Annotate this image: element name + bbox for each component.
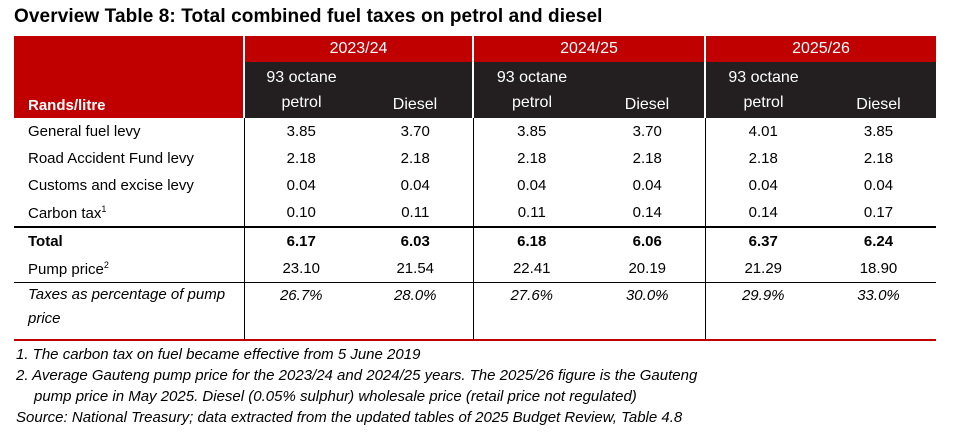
table-cell: 6.06 bbox=[590, 226, 705, 255]
table-cell: 20.19 bbox=[628, 260, 667, 277]
header-blank-cell bbox=[14, 36, 244, 62]
petrol-header: 93 octane petrol bbox=[243, 62, 358, 118]
row-label: Total bbox=[14, 226, 244, 255]
table-cell: 29.9% bbox=[704, 282, 821, 341]
table-cell: 0.14 bbox=[704, 199, 821, 227]
footnote-2-continued: pump price in May 2025. Diesel (0.05% su… bbox=[34, 388, 637, 405]
table-cell: 2.18 bbox=[632, 150, 662, 167]
table-cell: 33.0% bbox=[821, 282, 936, 341]
table-row: Carbon tax1 0.10 0.11 0.11 0.14 0.14 0.1… bbox=[14, 199, 936, 227]
source-note: Source: National Treasury; data extracte… bbox=[16, 409, 683, 426]
table-cell: 3.85 bbox=[863, 123, 894, 140]
table-cell: 0.10 bbox=[243, 199, 358, 227]
table-cell: 6.18 bbox=[472, 226, 590, 255]
table-title: Overview Table 8: Total combined fuel ta… bbox=[14, 6, 603, 27]
table-cell: 3.85 bbox=[243, 118, 358, 145]
footnote-2: 2. Average Gauteng pump price for the 20… bbox=[16, 367, 698, 384]
row-label: Pump price2 bbox=[28, 259, 109, 278]
table-row: General fuel levy 3.85 3.70 3.85 3.70 4.… bbox=[14, 118, 936, 145]
table-cell: 0.04 bbox=[400, 177, 430, 194]
table-cell: 6.24 bbox=[821, 226, 936, 255]
total-row: Total 6.17 6.03 6.18 6.06 6.37 6.24 bbox=[14, 226, 936, 255]
year-header-2023-24: 2023/24 bbox=[243, 36, 473, 62]
rands-per-litre-label: Rands/litre bbox=[14, 62, 244, 118]
row-label: Taxes as percentage of pump price bbox=[14, 282, 244, 341]
table-cell: 0.17 bbox=[863, 204, 894, 221]
row-label: Road Accident Fund levy bbox=[28, 150, 194, 167]
year-header-2025-26: 2025/26 bbox=[704, 36, 936, 62]
table-row: Customs and excise levy 0.04 0.04 0.04 0… bbox=[14, 172, 936, 199]
table-cell: 2.18 bbox=[704, 145, 821, 172]
table-cell: 0.04 bbox=[863, 177, 894, 194]
year-header-2024-25: 2024/25 bbox=[472, 36, 705, 62]
table-cell: 0.04 bbox=[632, 177, 662, 194]
table-cell: 0.11 bbox=[401, 204, 430, 221]
row-label: Customs and excise levy bbox=[28, 177, 194, 194]
table-cell: 6.03 bbox=[358, 226, 473, 255]
diesel-header: Diesel bbox=[358, 62, 473, 118]
percentage-row: Taxes as percentage of pump price 26.7% … bbox=[14, 282, 936, 341]
table-cell: 23.10 bbox=[243, 255, 358, 283]
fuel-tax-table: 2023/24 2024/25 2025/26 Rands/litre 93 o… bbox=[14, 36, 936, 341]
table-cell: 3.70 bbox=[632, 123, 662, 140]
table-cell: 21.54 bbox=[396, 260, 435, 277]
table-cell: 0.14 bbox=[632, 204, 662, 221]
table-cell: 6.17 bbox=[243, 226, 358, 255]
table-cell: 4.01 bbox=[704, 118, 821, 145]
table-notes: 1. The carbon tax on fuel became effecti… bbox=[16, 344, 697, 428]
pump-price-row: Pump price2 23.10 21.54 22.41 20.19 21.2… bbox=[14, 255, 936, 283]
table-cell: 22.41 bbox=[472, 255, 590, 283]
table-cell: 3.70 bbox=[400, 123, 430, 140]
diesel-header: Diesel bbox=[590, 62, 705, 118]
table-cell: 28.0% bbox=[358, 282, 473, 341]
table-cell: 30.0% bbox=[590, 282, 705, 341]
footnote-1: 1. The carbon tax on fuel became effecti… bbox=[16, 346, 421, 363]
table-cell: 0.04 bbox=[472, 172, 590, 199]
row-label: General fuel levy bbox=[28, 123, 141, 140]
table-cell: 27.6% bbox=[472, 282, 590, 341]
table-cell: 2.18 bbox=[243, 145, 358, 172]
row-label: Carbon tax1 bbox=[28, 203, 107, 222]
table-cell: 21.29 bbox=[704, 255, 821, 283]
table-cell: 18.90 bbox=[859, 260, 898, 277]
table-cell: 6.37 bbox=[704, 226, 821, 255]
table-cell: 0.04 bbox=[243, 172, 358, 199]
petrol-header: 93 octane petrol bbox=[704, 62, 821, 118]
footnote-marker: 2 bbox=[103, 259, 109, 270]
table-cell: 0.11 bbox=[472, 199, 590, 227]
fuel-type-header-row: Rands/litre 93 octane petrol Diesel 93 oc… bbox=[14, 62, 936, 118]
table-cell: 2.18 bbox=[863, 150, 894, 167]
table-cell: 2.18 bbox=[400, 150, 430, 167]
petrol-header: 93 octane petrol bbox=[472, 62, 590, 118]
table-row: Road Accident Fund levy 2.18 2.18 2.18 2… bbox=[14, 145, 936, 172]
table-cell: 2.18 bbox=[472, 145, 590, 172]
year-header-row: 2023/24 2024/25 2025/26 bbox=[14, 36, 936, 62]
table-cell: 3.85 bbox=[472, 118, 590, 145]
diesel-header: Diesel bbox=[821, 62, 936, 118]
table-cell: 26.7% bbox=[243, 282, 358, 341]
footnote-marker: 1 bbox=[101, 203, 107, 214]
table-cell: 0.04 bbox=[704, 172, 821, 199]
